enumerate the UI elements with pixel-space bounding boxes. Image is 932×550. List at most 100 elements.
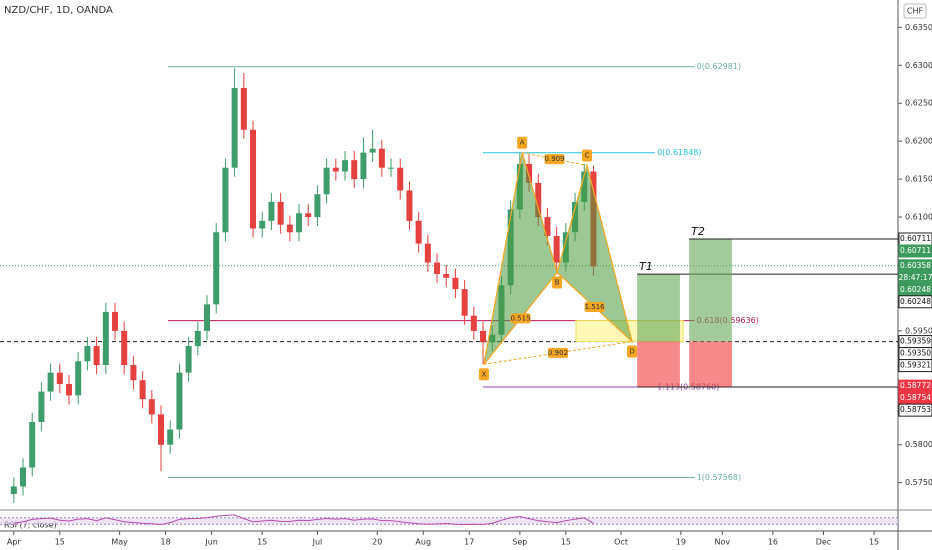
price-badge-label: 0.58772 bbox=[900, 381, 931, 390]
candle-body bbox=[20, 467, 27, 487]
ratio-label: 0.902 bbox=[548, 349, 568, 357]
candle-body bbox=[415, 220, 422, 244]
pattern-point-label: A bbox=[520, 139, 525, 147]
price-badge-label: 0.60711 bbox=[900, 234, 931, 243]
candle-body bbox=[10, 486, 17, 495]
price-badge-label: 0.59359 bbox=[900, 337, 931, 346]
candle-body bbox=[240, 88, 247, 130]
candle-body bbox=[332, 167, 339, 172]
candle-body bbox=[112, 311, 119, 331]
x-tick-label: 20 bbox=[372, 538, 382, 547]
candle-body bbox=[250, 129, 257, 229]
candle-body bbox=[342, 160, 349, 172]
x-tick-label: 15 bbox=[55, 538, 65, 547]
stop-zone bbox=[637, 341, 680, 388]
candle-body bbox=[194, 330, 201, 347]
price-badge-label: 0.60711 bbox=[900, 246, 931, 255]
candle-body bbox=[461, 289, 468, 316]
candle-body bbox=[102, 311, 109, 366]
candle-body bbox=[369, 148, 376, 153]
price-badge-label: 0.60358 bbox=[900, 261, 931, 270]
price-badge-label: 0.59350 bbox=[900, 349, 931, 358]
price-badge bbox=[898, 403, 932, 417]
candle-body bbox=[296, 213, 303, 233]
price-badge-label: 0.60248 bbox=[900, 297, 931, 306]
candle-body bbox=[470, 315, 477, 331]
ratio-badge bbox=[510, 313, 531, 324]
candle-body bbox=[526, 163, 533, 183]
ratio-label: 0.515 bbox=[511, 314, 531, 322]
candle-body bbox=[314, 194, 321, 218]
price-badge-label: 0.60248 bbox=[900, 285, 931, 294]
candle-body bbox=[66, 384, 73, 396]
x-tick-label: 19 bbox=[676, 538, 686, 547]
candle-body bbox=[75, 361, 82, 396]
candle-body bbox=[277, 201, 284, 225]
candle-body bbox=[378, 148, 385, 168]
candle-body bbox=[480, 330, 487, 343]
candle-body bbox=[268, 201, 275, 221]
currency: CHF bbox=[907, 7, 924, 16]
fib-label: 0(0.61848) bbox=[657, 148, 701, 157]
ratio-badge bbox=[584, 301, 605, 312]
candle-body bbox=[38, 391, 45, 422]
pattern-point-label: D bbox=[629, 348, 634, 356]
price-badge-label: 0.58754 bbox=[900, 393, 931, 402]
price-badge bbox=[898, 359, 932, 373]
candle-body bbox=[222, 167, 229, 233]
candle-body bbox=[204, 304, 211, 331]
y-tick-label: 0.57500 bbox=[905, 478, 932, 487]
ratio-badge bbox=[548, 347, 569, 358]
candle-body bbox=[286, 224, 293, 233]
candle-body bbox=[351, 160, 358, 180]
candle-body bbox=[139, 380, 146, 400]
candle-body bbox=[388, 167, 395, 169]
candle-body bbox=[305, 213, 312, 218]
candle-body bbox=[167, 429, 174, 445]
x-tick-label: Aug bbox=[415, 538, 431, 547]
pattern-point-badge bbox=[582, 149, 593, 162]
candle-body bbox=[406, 190, 413, 221]
candle-body bbox=[176, 372, 183, 430]
candle-body bbox=[259, 220, 266, 229]
candle-body bbox=[148, 399, 155, 415]
candle-body bbox=[452, 277, 459, 290]
candle-body bbox=[397, 167, 404, 191]
x-tick-label: 15 bbox=[257, 538, 267, 547]
pattern-point-badge bbox=[627, 345, 638, 358]
rsi-label: RSI (7, close) bbox=[4, 521, 57, 530]
candle-body bbox=[544, 217, 551, 237]
x-tick-label: 15 bbox=[561, 538, 571, 547]
x-tick-label: Jul bbox=[312, 538, 323, 547]
candle-body bbox=[185, 346, 192, 373]
target-label: T1 bbox=[639, 260, 653, 273]
candle-body bbox=[360, 152, 367, 180]
candle-body bbox=[29, 421, 36, 468]
symbol-title: NZD/CHF, 1D, OANDA bbox=[4, 5, 113, 16]
target-label: T2 bbox=[691, 225, 705, 238]
rsi-band-fill bbox=[0, 517, 898, 525]
x-tick-label: Nov bbox=[714, 538, 730, 547]
pattern-point-label: X bbox=[482, 370, 487, 378]
x-tick-label: 18 bbox=[161, 538, 171, 547]
price-badge bbox=[898, 244, 932, 258]
ratio-badge bbox=[544, 154, 565, 165]
price-badge-label: 28:47:17 bbox=[899, 273, 932, 282]
pattern-point-badge bbox=[478, 368, 489, 381]
candle-body bbox=[323, 167, 330, 195]
candle-body bbox=[535, 182, 542, 218]
fib-label: 1(0.57568) bbox=[697, 473, 741, 482]
x-tick-label: May bbox=[111, 538, 128, 547]
ratio-label: 1.516 bbox=[585, 303, 606, 311]
target-zone bbox=[689, 238, 732, 342]
candle-body bbox=[424, 243, 431, 263]
x-tick-label: 17 bbox=[464, 538, 474, 547]
